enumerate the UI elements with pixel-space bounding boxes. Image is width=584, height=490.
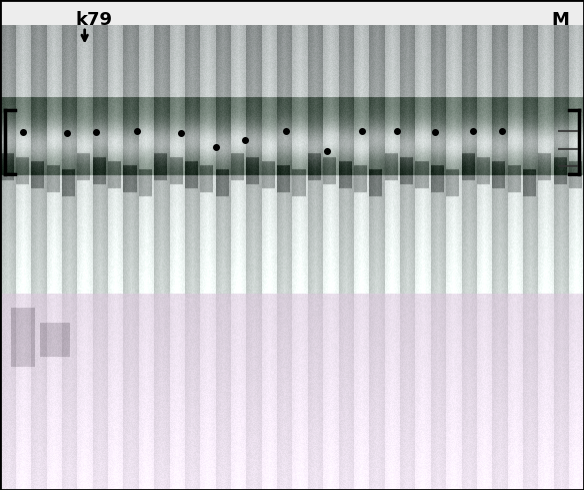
Text: k79: k79 — [76, 11, 113, 29]
Text: M: M — [551, 11, 569, 29]
